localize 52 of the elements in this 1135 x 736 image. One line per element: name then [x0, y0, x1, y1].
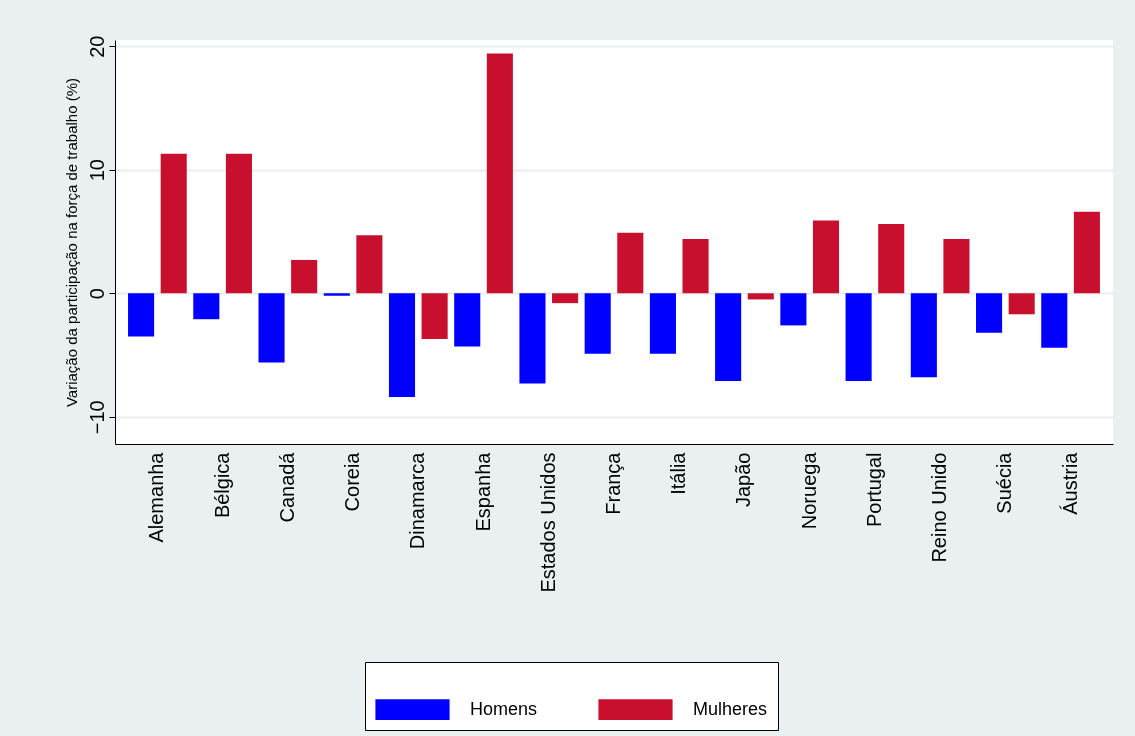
bar: [715, 293, 742, 381]
bar: [584, 293, 611, 354]
bar: [812, 220, 840, 294]
x-tick-label: Estados Unidos: [536, 452, 559, 593]
bar: [388, 293, 416, 398]
bar: [1008, 293, 1035, 315]
y-axis-title: Variação da participação na força de trabalho (%): [62, 77, 80, 408]
bar: [780, 293, 807, 326]
x-tick-label: França: [602, 451, 624, 515]
bar: [519, 293, 546, 384]
x-tick-label: Reino Unido: [928, 452, 951, 563]
x-tick-label: Noruega: [797, 451, 820, 530]
bar: [225, 153, 252, 294]
bar: [1041, 293, 1068, 348]
bar: [617, 232, 644, 294]
bar: [454, 293, 481, 347]
bar: [128, 293, 155, 337]
bar: [1073, 211, 1100, 294]
bar: [910, 293, 937, 378]
x-tick-label: Bélgica: [210, 451, 233, 519]
x-tick-label: Canadá: [275, 451, 298, 523]
x-tick-label: Portugal: [862, 452, 885, 527]
bar: [356, 235, 383, 294]
bar: [682, 238, 709, 294]
legend-label: Mulheres: [693, 698, 768, 719]
bar: [878, 224, 905, 294]
y-tick-label: 20: [85, 35, 108, 58]
y-tick-label: 10: [85, 159, 108, 182]
x-tick-label: Espanha: [471, 451, 494, 532]
bar: [421, 293, 448, 339]
bar: [943, 238, 970, 294]
y-tick-label: −10: [85, 400, 108, 435]
x-tick-label: Áustria: [1058, 451, 1081, 515]
bar: [160, 153, 187, 294]
y-tick-label: 0: [85, 288, 108, 300]
bar: [486, 53, 513, 294]
bar: [845, 293, 872, 381]
legend-label: Homens: [470, 698, 538, 719]
x-tick-label: Japão: [732, 452, 755, 507]
bar: [193, 293, 220, 320]
bar: [747, 293, 774, 300]
x-tick-label: Coreia: [341, 451, 364, 512]
x-tick-label: Alemanha: [145, 451, 168, 543]
bar: [323, 293, 350, 296]
bar: [552, 293, 579, 304]
x-tick-label: Dinamarca: [406, 451, 429, 550]
bar: [291, 259, 318, 294]
bar: [258, 293, 285, 363]
x-tick-label: Itália: [667, 451, 690, 495]
x-tick-label: Suécia: [993, 451, 1016, 514]
bar: [649, 293, 676, 354]
bar: [976, 293, 1003, 333]
